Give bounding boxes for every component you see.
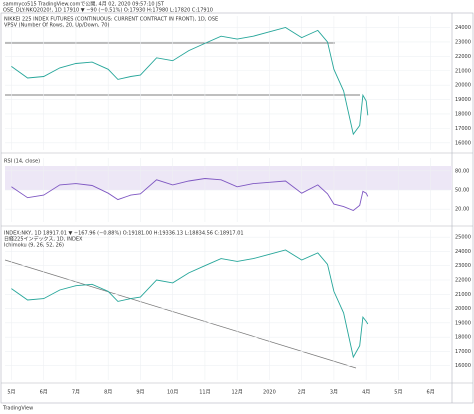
- pane-title: RSI (14, close): [4, 159, 40, 165]
- time-axis-label: 5月: [394, 390, 402, 396]
- price-tick-label: 24000: [455, 25, 471, 31]
- price-line: [11, 178, 369, 212]
- time-axis-label: 9月: [136, 390, 144, 396]
- publish-info: sammyco515 TradingView.comで公開, 4月 02, 20…: [3, 2, 165, 8]
- chart-frame: [0, 12, 474, 404]
- pane-annotation: Ichimoku (9, 26, 52, 26): [4, 243, 64, 249]
- time-axis-label: 4月: [362, 390, 370, 396]
- time-axis-label: 10月: [167, 390, 178, 396]
- price-line: [11, 249, 369, 359]
- time-axis-label: 5月: [7, 390, 15, 396]
- price-line: [11, 27, 369, 136]
- pane-title: INDEX:NKY, 1D 18917.01 ▼ −167.96 (−0.88%…: [4, 231, 244, 237]
- price-tick-label: 50.00: [455, 188, 469, 194]
- trend-line: [4, 259, 357, 369]
- time-axis-label: 6月: [427, 390, 435, 396]
- price-tick-label: 19000: [455, 97, 471, 103]
- price-tick-label: 22000: [455, 54, 471, 60]
- price-tick-label: 20.00: [455, 207, 469, 213]
- price-tick-label: 19000: [455, 320, 471, 326]
- price-tick-label: 25000: [455, 235, 471, 241]
- price-tick-label: 21000: [455, 292, 471, 298]
- time-axis-label: 2020: [263, 390, 276, 396]
- price-tick-label: 18000: [455, 111, 471, 117]
- pane-title: NIKKEI 225 INDEX FUTURES (CONTINUOUS: CU…: [4, 17, 218, 23]
- pane-subtitle: 日経225インデックス, 1D, INDEX: [4, 236, 83, 243]
- time-axis-label: 12月: [231, 390, 242, 396]
- time-axis-label: 11月: [199, 390, 210, 396]
- time-axis-label: 7月: [72, 390, 80, 396]
- price-tick-label: 18000: [455, 335, 471, 341]
- price-tick-label: 16000: [455, 363, 471, 369]
- price-tick-label: 20000: [455, 83, 471, 89]
- price-tick-label: 16000: [455, 140, 471, 146]
- price-tick-label: 23000: [455, 39, 471, 45]
- price-tick-label: 22000: [455, 278, 471, 284]
- time-axis-label: 8月: [104, 390, 112, 396]
- price-tick-label: 23000: [455, 263, 471, 269]
- symbol-info: OSE_DLY:NKQ2020!, 1D 17910 ▼ −90 (−0.51%…: [3, 8, 213, 14]
- price-tick-label: 80.00: [455, 168, 469, 174]
- price-tick-label: 21000: [455, 68, 471, 74]
- time-axis-label: 6月: [40, 390, 48, 396]
- price-tick-label: 24000: [455, 249, 471, 255]
- rsi-band: [5, 166, 452, 190]
- price-tick-label: 17000: [455, 349, 471, 355]
- price-tick-label: 17000: [455, 126, 471, 132]
- price-tick-label: 20000: [455, 306, 471, 312]
- time-axis-label: 2月: [298, 390, 306, 396]
- pane-subtitle: VPSV (Number Of Rows, 20, Up/Down, 70): [4, 23, 109, 29]
- footer-brand: TradingView: [2, 406, 33, 412]
- time-axis-label: 3月: [330, 390, 338, 396]
